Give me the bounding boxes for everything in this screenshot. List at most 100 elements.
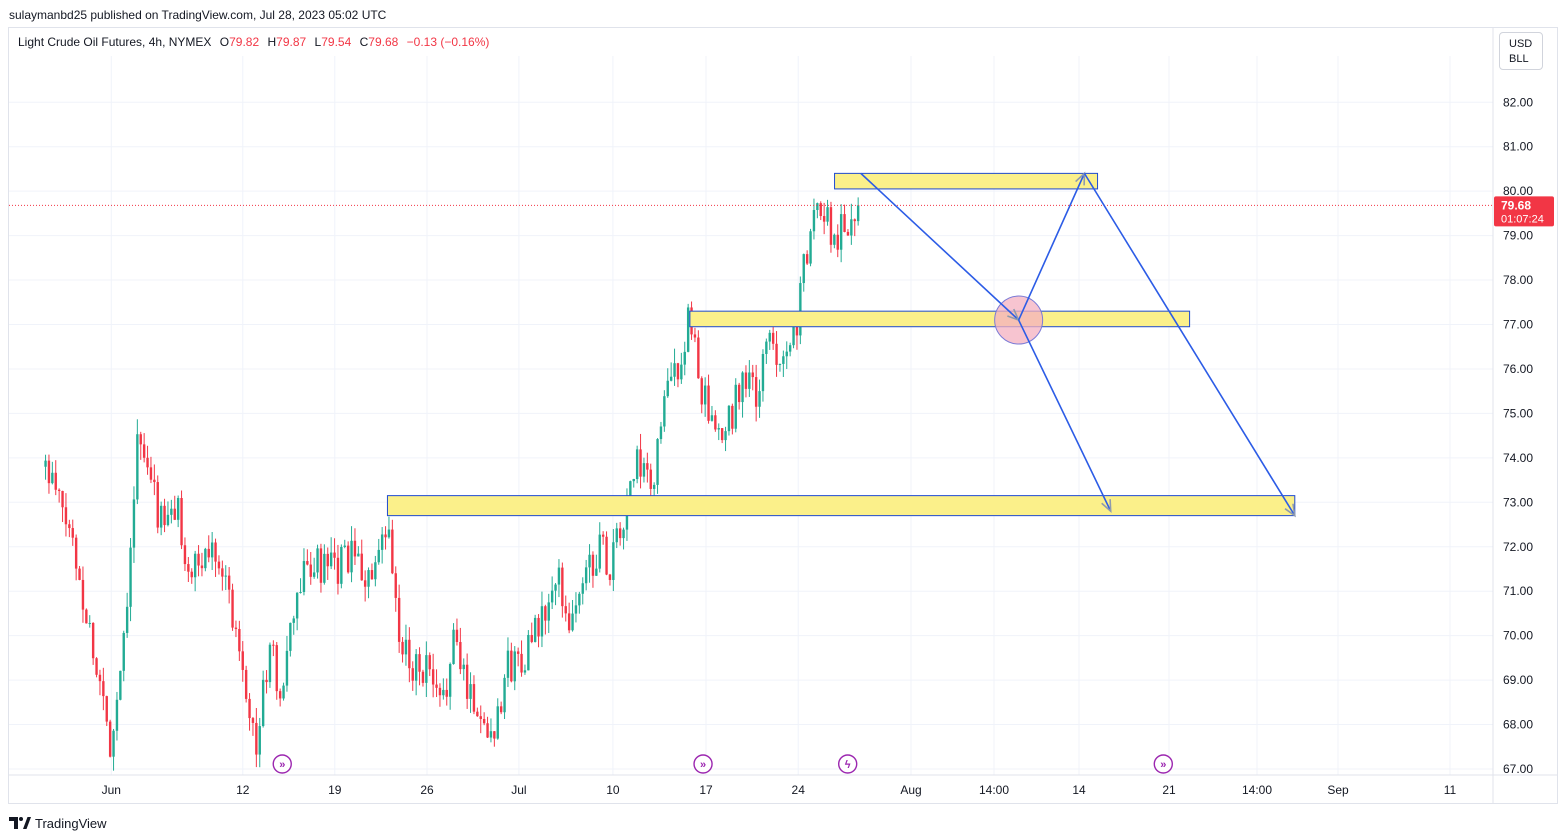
candle-body [139,434,142,445]
symbol-title[interactable]: Light Crude Oil Futures, 4h, NYMEX [18,35,212,49]
arrow-head [1284,503,1296,518]
candle-body [98,674,102,682]
projection-arrow[interactable] [1017,319,1112,512]
x-axis-tick-label: 24 [792,783,806,797]
candle-body [227,575,231,590]
earnings-flash-icon[interactable] [838,754,858,774]
candle-body [278,691,282,699]
candle-body [496,706,499,739]
candle-body [632,479,635,482]
candle-body [306,561,309,565]
top-bar: sulaymanbd25 published on TradingView.co… [0,0,1567,30]
support-resistance-zone[interactable] [386,495,1296,517]
candle-body [370,570,374,580]
candle-body [343,545,346,547]
y-axis-tick-label: 75.00 [1503,406,1533,420]
candle-body [64,507,68,525]
projection-arrow[interactable] [860,172,1020,321]
x-axis-tick-label: 26 [420,783,434,797]
candle-body [544,606,547,621]
projection-arrow[interactable] [1083,172,1296,517]
candle-body [47,460,51,484]
dividend-event-icon[interactable] [1153,754,1174,774]
candle-body [261,679,265,727]
candle-body [404,639,408,655]
candle-body [316,548,319,573]
candle-body [839,214,843,250]
candle-body [170,508,173,515]
candle-body [846,231,850,236]
candle-body [102,681,105,697]
chart-frame[interactable]: 67.00 68.00 69.00 70.00 71.00 72.00 73.00 74.00… [8,27,1558,804]
candle-body [669,376,673,381]
candle-body [394,573,397,598]
candle-body [836,234,839,250]
candle-body [136,434,139,500]
candle-body [363,580,367,587]
candle-body [588,554,591,568]
support-resistance-zone[interactable] [834,172,1099,190]
candle-body [693,334,697,338]
candle-body [673,363,676,377]
tradingview-logo-icon[interactable] [9,817,31,829]
candle-body [448,664,452,697]
candle-body [510,650,513,682]
candle-body [91,622,95,659]
y-axis-tick-label: 80.00 [1503,184,1533,198]
candle-body [540,606,544,637]
candle-body [193,553,197,578]
currency-label: USD [1509,38,1533,50]
candle-body [513,651,516,682]
candle-body [350,540,353,573]
high-label: H [267,35,277,49]
candle-body [244,669,248,699]
price-chart[interactable]: 67.00 68.00 69.00 70.00 71.00 72.00 73.00 74.00… [9,28,1558,804]
candle-body [340,546,343,584]
candle-body [61,490,64,508]
candle-body [700,378,703,405]
candle-body [639,449,642,477]
support-resistance-zone[interactable] [689,310,1191,328]
candle-body [554,584,557,591]
y-axis-tick-label: 78.00 [1503,273,1533,287]
y-axis-tick-label: 81.00 [1503,140,1533,154]
dividend-event-icon[interactable] [693,754,713,774]
candle-body [265,679,268,683]
candle-body [547,602,550,621]
candle-body [472,684,476,712]
tradingview-logo-text[interactable]: TradingView [35,815,107,831]
candle-body [731,405,734,429]
candle-body [465,664,469,699]
y-axis-tick-label: 70.00 [1503,629,1533,643]
candle-body [802,254,805,284]
candle-body [346,545,350,573]
candle-body [646,463,649,470]
candle-body [663,396,666,427]
projection-arrow[interactable] [1017,173,1086,321]
price-tag[interactable] [1494,196,1554,227]
candle-body [618,528,622,539]
candle-body [615,528,618,543]
candle-body [173,508,176,520]
candle-body [792,326,795,346]
candle-body [153,479,156,483]
candle-body [326,553,329,567]
candle-body [81,579,85,610]
dividend-event-icon[interactable] [272,754,292,774]
event-glyph: » [700,759,706,771]
candle-body [319,548,323,583]
candle-body [601,534,605,537]
candle-body [295,592,299,619]
candle-body [782,356,785,364]
candle-body [506,650,510,678]
candle-body [68,524,71,529]
y-axis-tick-label: 69.00 [1503,673,1533,687]
candle-body [238,628,241,652]
candle-body [302,561,306,593]
candle-body [703,385,707,405]
y-axis-tick-label: 76.00 [1503,362,1533,376]
candle-body [724,431,727,441]
currency-unit-button[interactable]: USD BLL [1499,32,1543,70]
candle-body [493,731,496,739]
candle-body [741,372,744,403]
